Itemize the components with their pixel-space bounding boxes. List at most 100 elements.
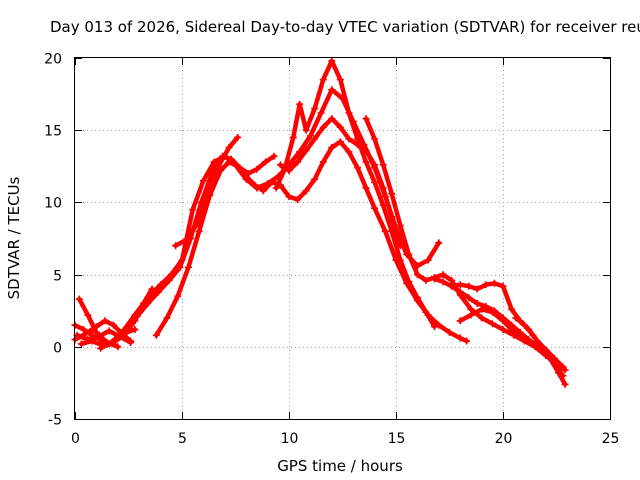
data-point [424, 256, 432, 264]
data-point [210, 158, 218, 166]
data-point [225, 144, 233, 152]
x-axis-title: GPS time / hours [277, 457, 403, 475]
data-point [195, 227, 203, 235]
data-point [328, 144, 336, 152]
data-point [336, 138, 344, 146]
data-point [499, 325, 507, 333]
data-point [405, 278, 413, 286]
data-point [538, 343, 546, 351]
data-point [114, 333, 122, 341]
data-point [296, 148, 304, 156]
data-point [488, 308, 496, 316]
data-point [285, 167, 293, 175]
data-point [75, 295, 83, 303]
data-point [105, 327, 113, 335]
data-point [204, 191, 212, 199]
data-point [276, 161, 284, 169]
data-point [270, 152, 278, 160]
data-point [482, 281, 490, 289]
data-point [396, 242, 404, 250]
data-point [371, 204, 379, 212]
data-point [84, 336, 92, 344]
data-point [473, 299, 481, 307]
data-point [289, 133, 297, 141]
series-arc-9 [172, 133, 242, 250]
data-point [77, 340, 85, 348]
data-point [272, 184, 280, 192]
data-point [328, 86, 336, 94]
series-line [273, 58, 437, 329]
data-point [463, 337, 471, 345]
series-arc-10 [272, 57, 439, 331]
axis-ticks: 0 5 10 15 20 25 -5 0 5 10 15 20 [44, 52, 619, 448]
data-point [413, 294, 421, 302]
data-point [82, 330, 90, 338]
data-point [559, 363, 567, 371]
data-point [336, 76, 344, 84]
y-axis-title: SDTVAR / TECUs [5, 176, 23, 299]
data-point [167, 271, 175, 279]
data-point [174, 292, 182, 300]
data-point [353, 141, 361, 149]
data-point [431, 323, 439, 331]
data-point [199, 177, 207, 185]
data-point [499, 282, 507, 290]
data-point [435, 321, 443, 329]
data-point [118, 328, 126, 336]
data-point [362, 146, 370, 154]
y-tick-label: 15 [44, 124, 62, 140]
data-point [353, 164, 361, 172]
data-point [261, 158, 269, 166]
data-point [95, 333, 103, 341]
data-point [381, 227, 389, 235]
data-point [512, 314, 520, 322]
series-group [71, 57, 569, 388]
data-point [456, 288, 464, 296]
data-point [184, 263, 192, 271]
data-point [294, 196, 302, 204]
data-point [371, 178, 379, 186]
data-point [178, 256, 186, 264]
x-tick-label: 5 [178, 431, 187, 447]
series-line [457, 307, 566, 378]
data-point [80, 325, 88, 333]
data-point [127, 338, 135, 346]
data-point [328, 57, 336, 65]
x-tick-label: 10 [281, 431, 299, 447]
data-point [319, 76, 327, 84]
data-point [431, 275, 439, 283]
data-point [446, 328, 453, 336]
data-point [110, 321, 118, 329]
data-point [508, 305, 516, 313]
data-point [214, 162, 222, 170]
data-point [84, 311, 92, 319]
data-point [251, 181, 259, 189]
data-point [516, 331, 524, 339]
x-tick-label: 20 [495, 431, 513, 447]
x-tick-label: 0 [71, 431, 80, 447]
data-point [234, 133, 242, 141]
data-point [396, 256, 404, 264]
data-point [465, 282, 473, 290]
data-point [439, 271, 447, 279]
data-point [144, 294, 152, 302]
data-point [379, 184, 387, 192]
data-point [561, 380, 569, 388]
data-point [296, 100, 304, 108]
data-point [473, 285, 481, 293]
chart-title: Day 013 of 2026, Sidereal Day-to-day VTE… [50, 18, 640, 36]
data-point [388, 213, 396, 221]
data-point [101, 317, 109, 325]
data-point [92, 323, 100, 331]
data-point [311, 105, 319, 113]
data-point [456, 334, 464, 342]
data-point [456, 281, 464, 289]
data-point [529, 331, 537, 339]
series-arc-7 [118, 86, 443, 336]
data-point [189, 206, 197, 214]
data-point [448, 282, 456, 290]
data-point [157, 281, 165, 289]
data-point [478, 314, 486, 322]
data-point [371, 135, 379, 143]
